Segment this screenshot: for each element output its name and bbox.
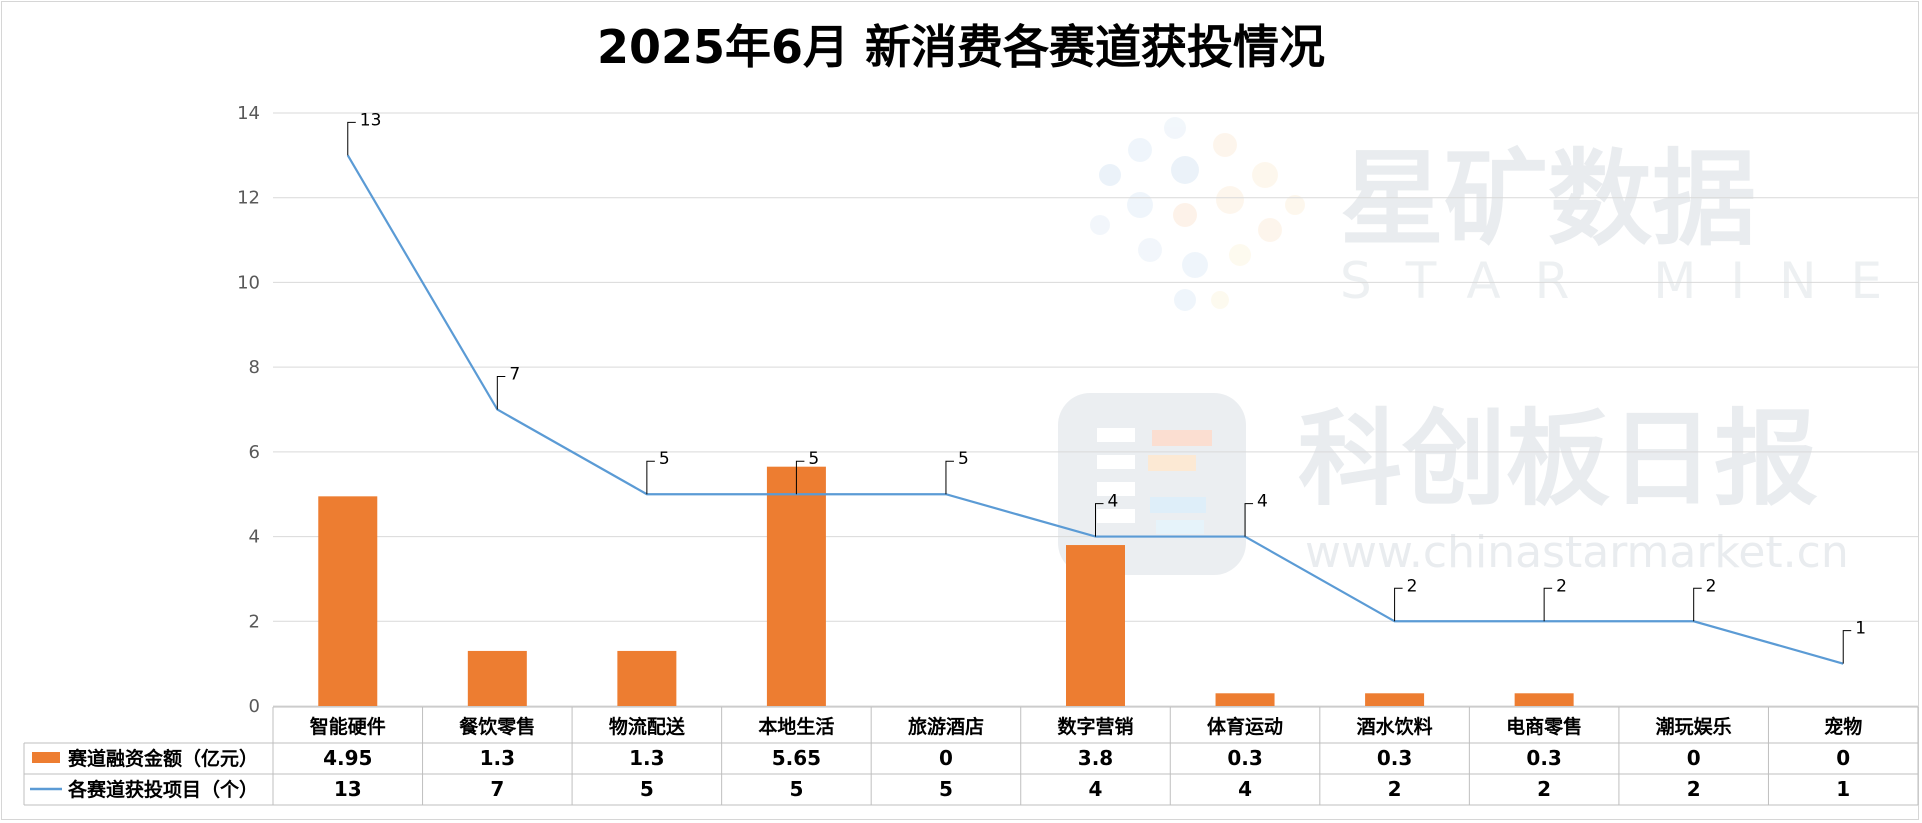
y-axis: 0 2 4 6 8 10 12 14 xyxy=(237,103,260,717)
category-label: 电商零售 xyxy=(1506,715,1582,738)
category-label: 体育运动 xyxy=(1207,715,1283,738)
table-cell-amount: 0.3 xyxy=(1377,746,1412,770)
bar xyxy=(766,466,826,706)
line-data-label: 13 xyxy=(360,110,382,130)
line-data-label: 2 xyxy=(1407,576,1418,596)
table-cell-count: 13 xyxy=(334,777,362,801)
data-label-leader xyxy=(1394,587,1403,622)
legend-bar-key xyxy=(32,752,60,763)
data-label-leader xyxy=(1543,587,1553,622)
data-label-leader xyxy=(795,460,805,495)
category-label: 物流配送 xyxy=(609,715,686,738)
watermark-source-url: www.chinastarmarket.cn xyxy=(1305,527,1849,578)
table-cell-amount: 3.8 xyxy=(1078,746,1113,770)
category-label: 酒水饮料 xyxy=(1357,715,1433,738)
line-data-label: 5 xyxy=(659,449,670,469)
data-label-leader xyxy=(1842,630,1852,664)
bar xyxy=(467,650,527,706)
table-cell-amount: 0 xyxy=(939,746,953,770)
data-label-leader xyxy=(1693,587,1702,622)
bar xyxy=(617,650,677,706)
bar-series xyxy=(318,466,1574,706)
star-mine-logo xyxy=(1090,117,1305,311)
y-tick-label: 12 xyxy=(237,188,260,209)
gridlines xyxy=(273,112,1918,707)
table-cell-count: 4 xyxy=(1238,777,1252,801)
legend-line-label: 各赛道获投项目（个） xyxy=(67,778,258,801)
table-cell-count: 5 xyxy=(939,777,953,801)
watermark-brand-cn: 星矿数据 xyxy=(1340,138,1756,260)
table-cell-count: 5 xyxy=(789,777,803,801)
legend-bar-label: 赛道融资金额（亿元） xyxy=(67,747,258,770)
line-data-label: 7 xyxy=(509,365,520,385)
y-tick-label: 4 xyxy=(249,527,260,548)
watermark-source-cn: 科创板日报 xyxy=(1298,398,1818,520)
y-tick-label: 0 xyxy=(249,696,260,717)
table-cell-amount: 0 xyxy=(1687,746,1701,770)
category-label: 本地生活 xyxy=(758,715,834,738)
data-label-leader xyxy=(945,460,954,495)
bar xyxy=(318,496,378,706)
table-cell-count: 2 xyxy=(1388,777,1402,801)
table-cell-amount: 4.95 xyxy=(323,746,372,770)
data-label-leader xyxy=(496,376,506,410)
watermark-brand-en: STAR MINE xyxy=(1340,252,1916,310)
y-tick-label: 10 xyxy=(237,272,260,293)
line-data-label: 2 xyxy=(1556,576,1567,596)
category-label: 宠物 xyxy=(1824,715,1862,738)
category-label: 餐饮零售 xyxy=(459,715,535,738)
table-cell-count: 4 xyxy=(1089,777,1103,801)
chart-title: 2025年6月 新消费各赛道获投情况 xyxy=(597,20,1325,74)
table-cell-amount: 0.3 xyxy=(1227,746,1262,770)
table-cell-count: 2 xyxy=(1687,777,1701,801)
y-tick-label: 2 xyxy=(249,611,260,632)
table-cell-count: 2 xyxy=(1537,777,1551,801)
data-label-leader xyxy=(1244,503,1254,537)
data-label-leader xyxy=(646,460,655,495)
table-cell-amount: 5.65 xyxy=(772,746,821,770)
cls-logo xyxy=(1058,393,1246,575)
category-label: 旅游酒店 xyxy=(908,715,984,738)
line-data-label: 4 xyxy=(1257,492,1268,512)
category-label: 智能硬件 xyxy=(310,715,386,738)
line-data-label: 1 xyxy=(1855,619,1866,639)
line-data-label: 5 xyxy=(808,449,819,469)
bar xyxy=(1066,545,1125,706)
bar xyxy=(1365,693,1425,706)
table-cell-amount: 1.3 xyxy=(629,746,664,770)
line-data-label: 5 xyxy=(958,449,969,469)
watermark: 星矿数据 STAR MINE 科创板日报 www.chinastarmarket… xyxy=(1058,117,1916,578)
category-label: 数字营销 xyxy=(1057,715,1133,738)
line-data-label: 4 xyxy=(1108,492,1119,512)
y-tick-label: 8 xyxy=(249,357,260,378)
line-data-label: 2 xyxy=(1706,576,1717,596)
table-cell-amount: 0 xyxy=(1836,746,1850,770)
table-cell-count: 1 xyxy=(1836,777,1850,801)
table-cell-count: 7 xyxy=(490,777,504,801)
data-label-leader xyxy=(347,121,356,156)
data-label-leader xyxy=(1095,503,1104,537)
bar xyxy=(1215,693,1275,706)
y-tick-label: 14 xyxy=(237,103,260,124)
table-cell-amount: 1.3 xyxy=(480,746,515,770)
table-cell-amount: 0.3 xyxy=(1526,746,1561,770)
category-label: 潮玩娱乐 xyxy=(1656,715,1732,738)
bar xyxy=(1514,693,1574,706)
y-tick-label: 6 xyxy=(249,442,260,463)
table-cell-count: 5 xyxy=(640,777,654,801)
data-table: 赛道融资金额（亿元） 各赛道获投项目（个） 智能硬件 4.95 13 餐饮零售 1.3 7 物流… xyxy=(23,706,1919,806)
line-data-labels: 13 7 5 5 5 4 4 2 2 2 1 xyxy=(347,110,1866,664)
